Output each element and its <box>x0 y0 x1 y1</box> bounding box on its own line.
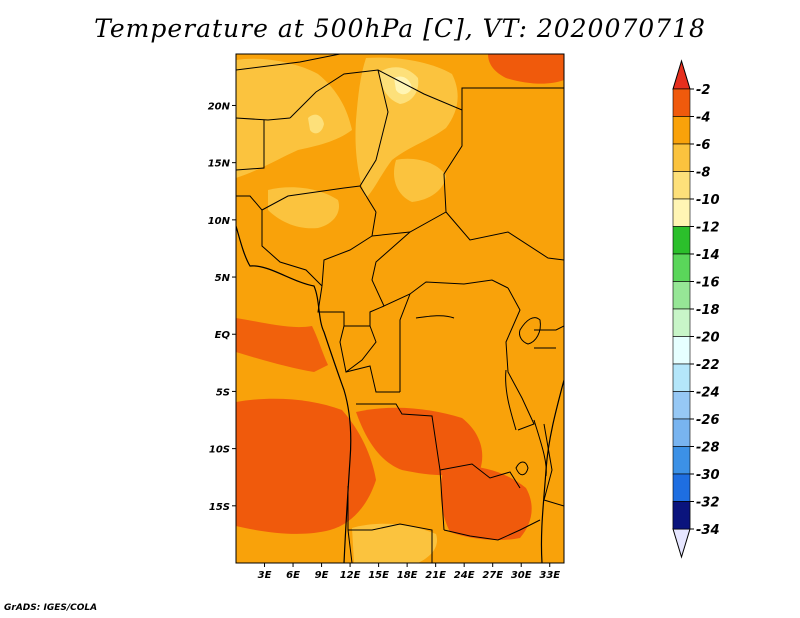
x-tick-label: 27E <box>482 570 503 581</box>
colorbar-label: -10 <box>696 193 720 208</box>
colorbar-swatch <box>672 336 691 365</box>
x-axis-ticks: 3E 6E 9E 12E 15E 18E 21E 24E 27E 30E 33E <box>258 563 560 581</box>
warm-band-gulf-guinea <box>236 318 328 372</box>
y-tick-label: 15N <box>208 159 231 170</box>
colorbar-swatch <box>672 171 691 200</box>
cool-patch-sahara-central <box>355 57 458 198</box>
y-tick-label: EQ <box>215 330 231 341</box>
map-panel <box>236 54 564 563</box>
colorbar-label: -18 <box>696 303 720 318</box>
x-tick-label: 15E <box>368 570 389 581</box>
x-tick-label: 9E <box>315 570 329 581</box>
colorbar-swatch <box>672 198 691 227</box>
y-tick-label: 10S <box>209 445 230 456</box>
x-tick-label: 21E <box>425 570 446 581</box>
colorbar-swatch <box>672 143 691 172</box>
colorbar-label: -32 <box>696 496 720 511</box>
x-tick-label: 33E <box>539 570 560 581</box>
warm-patch-southern-atlantic <box>236 398 376 534</box>
colorbar-label: -24 <box>696 386 720 401</box>
colorbar-label: -16 <box>696 276 720 291</box>
colorbar-swatch <box>672 363 691 392</box>
x-tick-label: 24E <box>454 570 475 581</box>
colorbar-swatch <box>672 308 691 337</box>
x-tick-label: 30E <box>511 570 532 581</box>
colorbar-swatch <box>672 418 691 447</box>
cold-spot-north-3 <box>308 114 324 134</box>
colorbar-label: -20 <box>696 331 720 346</box>
colorbar-swatch <box>672 391 691 420</box>
grads-credit: GrADS: IGES/COLA <box>4 603 98 613</box>
lakes <box>415 315 547 477</box>
warm-patch-angola-zambia <box>356 407 483 476</box>
colorbar-label: -12 <box>696 221 720 236</box>
colorbar-swatch <box>672 116 691 145</box>
warm-patch-zambia-south <box>440 466 532 540</box>
map-frame <box>235 53 565 564</box>
cool-patch-sahara-west <box>236 58 352 178</box>
colorbar-swatch <box>672 446 691 475</box>
warm-patch-northeast <box>488 54 564 84</box>
colorbar-label: -34 <box>696 523 720 538</box>
colorbar-swatch <box>672 281 691 310</box>
colorbar-label: -26 <box>696 413 720 428</box>
colorbar: -2 -4 -6 -8 -10 -12 -14 -16 -18 -20 -22 -24 -26 -28 -3… <box>672 59 720 559</box>
map-title: Temperature at 500hPa [C], VT: 202007071… <box>94 14 706 43</box>
x-tick-label: 3E <box>258 570 272 581</box>
y-axis-ticks: 20N 15N 10N 5N EQ 5S 10S 15S <box>208 101 236 513</box>
x-tick-label: 12E <box>340 570 361 581</box>
colorbar-top-arrow <box>672 59 691 90</box>
y-tick-label: 15S <box>209 502 230 513</box>
colorbar-swatch <box>672 501 691 530</box>
cool-patch-chad <box>393 158 446 202</box>
colorbar-swatch <box>672 473 691 502</box>
y-tick-label: 5N <box>215 273 231 284</box>
colorbar-label: -28 <box>696 441 720 456</box>
colorbar-label: -6 <box>696 138 710 153</box>
colorbar-label: -14 <box>696 248 720 263</box>
colorbar-swatch <box>672 226 691 255</box>
colorbar-label: -30 <box>696 468 720 483</box>
colorbar-label: -8 <box>696 166 710 181</box>
cool-patch-south <box>352 523 438 563</box>
colorbar-swatch <box>672 88 691 117</box>
colorbar-bottom-arrow <box>672 528 691 559</box>
x-tick-label: 6E <box>286 570 300 581</box>
x-tick-label: 18E <box>397 570 418 581</box>
colorbar-label: -22 <box>696 358 720 373</box>
colorbar-swatch <box>672 253 691 282</box>
y-tick-label: 10N <box>208 216 231 227</box>
y-tick-label: 5S <box>216 387 230 398</box>
y-tick-label: 20N <box>208 101 231 112</box>
country-boundaries <box>236 54 564 563</box>
colorbar-label: -2 <box>696 83 710 98</box>
colorbar-label: -4 <box>696 111 710 126</box>
